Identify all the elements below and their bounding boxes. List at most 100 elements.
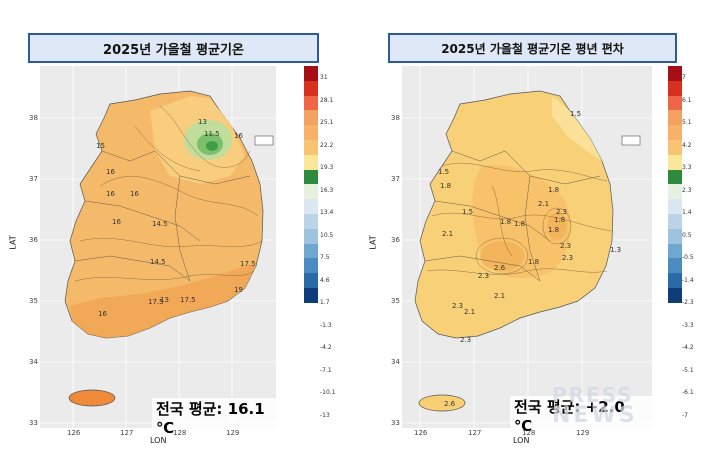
right-legend-label: -1.4 [682,276,694,284]
right-x-tick: 127 [468,429,482,437]
left-legend-label: 19.3 [320,164,334,171]
left-x-tick: 129 [226,429,240,437]
left-contour-label: 17.5 [180,296,196,304]
right-legend-label: 3.3 [682,164,692,171]
watermark-line1: PRESS [552,383,634,407]
left-x-tick: 128 [173,429,187,437]
right-legend-label: 2.3 [682,186,692,194]
left-contour-label: 16 [234,132,243,140]
left-y-tick: 34 [29,358,38,366]
left-contour-label: 19 [234,286,243,294]
left-y-tick: 33 [29,419,38,427]
left-legend [304,66,318,303]
right-legend-swatch [668,154,682,170]
right-contour-label: 2.3 [460,336,471,344]
right-contour-label: 1.8 [528,258,539,266]
right-contour-label: 1.8 [500,218,511,226]
watermark-line2: NEWS [552,403,638,428]
right-contour-label: 2.1 [464,308,475,316]
left-y-tick: 35 [29,297,38,305]
right-contour-label: 1.5 [462,208,473,216]
left-legend-swatch [304,199,318,214]
right-legend-swatch [668,213,682,229]
right-legend-swatch [668,110,682,126]
right-jeju [418,394,466,412]
left-legend-label: 10.5 [320,231,334,239]
right-legend-label: -7 [682,411,688,419]
left-legend-label: 16.3 [320,186,334,194]
right-legend-label: -3.3 [682,321,694,329]
left-contour-label: 13 [198,118,207,126]
left-y-tick: 37 [29,175,38,183]
right-x-tick: 129 [576,429,590,437]
right-legend-swatch [668,228,682,244]
left-legend-label: -4.2 [320,344,332,351]
left-summary: 전국 평균: 16.1 ℃ [152,398,276,437]
right-legend-label: -2.3 [682,299,694,306]
left-legend-swatch [304,154,318,170]
right-legend-label: 5.1 [682,119,692,126]
right-contour-label: 2.1 [494,292,505,300]
right-y-tick: 33 [391,419,400,427]
right-x-tick: 128 [522,429,536,437]
right-contour-label: 1.8 [440,182,451,190]
right-y-tick: 38 [391,114,400,122]
right-contour-label: 1.8 [554,216,565,224]
left-legend-swatch [304,273,318,288]
right-legend-swatch [668,139,682,155]
right-legend-swatch [668,287,682,303]
right-contour-label: 2.6 [494,264,506,272]
left-legend-label: 28.1 [320,96,334,104]
left-map-plot: 13 11.5 16 15 16 16 16 14.5 14.5 17.5 19 17.5 13 16 17… [40,66,276,437]
right-contour-label: 2.1 [442,230,453,238]
left-y-tick: 38 [29,114,38,122]
right-y-tick: 34 [391,358,400,366]
right-legend-swatch [668,66,682,81]
left-legend-label: 13.4 [320,209,334,216]
right-legend [668,66,682,303]
left-legend-label: -1.3 [320,321,332,329]
watermark-logo: PRESS NEWS [552,385,638,427]
left-contour-label: 11.5 [204,130,220,138]
left-legend-swatch [304,169,318,185]
right-y-tick: 36 [391,236,400,244]
left-contour-label: 14.5 [150,258,166,266]
left-contour-label: 16 [98,310,107,318]
right-contour-label: 1.3 [610,246,621,254]
left-contour-label: 16 [130,190,139,198]
left-contour-label: 17.5 [148,298,164,306]
right-contour-label: 2.3 [562,254,573,262]
left-legend-swatch [304,243,318,259]
right-x-axis-title: LON [513,436,530,445]
right-legend-label: 6.1 [682,96,692,104]
right-legend-swatch [668,95,682,111]
left-x-tick: 127 [120,429,134,437]
right-map-plot: 1.5 1.5 1.8 1.8 2.1 1.8 1.8 2.3 1.8 1.8 2.1 2.6 2.3 1… [402,66,652,435]
left-map-title: 2025년 가을철 평균기온 [28,33,319,63]
right-legend-swatch [668,125,682,140]
left-legend-swatch [304,258,318,274]
right-contour-label: 1.5 [438,168,449,176]
right-legend-label: 0.5 [682,231,692,239]
right-summary: 전국 평균: +2.0 ℃ [510,396,652,435]
right-legend-label: -6.1 [682,389,694,396]
right-legend-label: -4.2 [682,344,694,351]
left-contour-label: 17.5 [240,260,256,268]
right-contour-label: 2.3 [478,272,489,280]
left-legend-label: 31 [320,74,328,81]
right-legend-label: 7 [682,74,686,81]
left-contour-label: 16 [106,168,115,176]
right-contour-label: 2.1 [538,200,549,208]
right-legend-swatch [668,184,682,200]
left-contour-label: 15 [96,142,105,150]
right-y-axis-title: LAT [368,235,378,250]
right-contour-label: 1.8 [548,226,559,234]
right-legend-swatch [668,258,682,274]
left-y-tick: 36 [29,236,38,244]
right-map-title: 2025년 가을철 평균기온 평년 편차 [388,33,677,63]
right-x-tick: 126 [414,429,428,437]
left-contour-label: 14.5 [152,220,168,228]
left-legend-label: 7.5 [320,254,330,261]
left-contour-label: 16 [112,218,121,226]
left-legend-swatch [304,80,318,96]
